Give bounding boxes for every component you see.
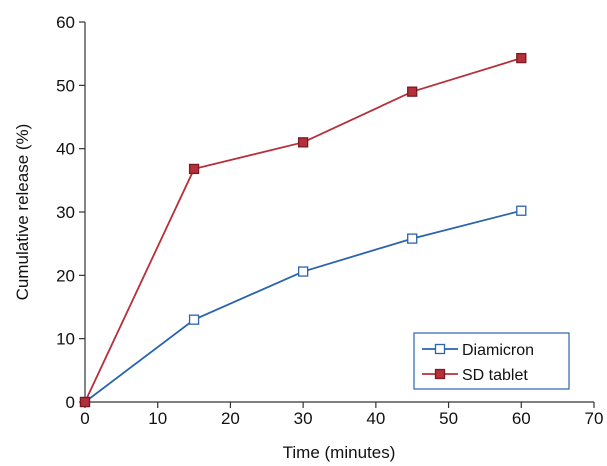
data-point-1 — [188, 163, 200, 175]
legend-label-0: Diamicron — [462, 342, 534, 359]
y-tick-label: 30 — [56, 203, 75, 222]
data-point-1 — [407, 86, 418, 97]
data-point-1 — [79, 396, 91, 408]
y-tick-label: 60 — [56, 13, 75, 32]
y-tick-label: 0 — [66, 393, 75, 412]
y-axis-title: Cumulative release (%) — [13, 124, 32, 301]
data-point-0 — [188, 314, 200, 325]
legend-marker-1 — [434, 368, 446, 380]
data-point-1 — [297, 137, 309, 148]
y-tick-label: 50 — [56, 76, 75, 95]
x-tick-label: 40 — [366, 409, 385, 428]
x-ticks: 0 10 20 30 40 50 60 70 — [80, 402, 603, 428]
x-tick-label: 10 — [148, 409, 167, 428]
x-tick-label: 20 — [221, 409, 240, 428]
x-axis-title: Time (minutes) — [283, 443, 396, 462]
x-tick-label: 30 — [294, 409, 313, 428]
y-tick-label: 10 — [56, 330, 75, 349]
data-point-0 — [516, 205, 527, 216]
data-point-1 — [516, 52, 527, 64]
y-ticks: 0 10 20 30 40 50 60 — [56, 13, 85, 412]
legend: Diamicron SD tablet — [413, 332, 570, 390]
legend-box — [413, 332, 570, 390]
series-layer — [79, 52, 527, 408]
x-tick-label: 60 — [512, 409, 531, 428]
y-tick-label: 20 — [56, 266, 75, 285]
x-tick-label: 70 — [585, 409, 604, 428]
data-point-0 — [407, 233, 418, 244]
y-tick-label: 40 — [56, 140, 75, 159]
data-point-0 — [297, 266, 309, 277]
legend-label-1: SD tablet — [462, 367, 528, 384]
legend-items: Diamicron SD tablet — [422, 342, 534, 384]
x-tick-label: 50 — [439, 409, 458, 428]
legend-marker-0 — [434, 343, 446, 355]
x-tick-label: 0 — [80, 409, 89, 428]
